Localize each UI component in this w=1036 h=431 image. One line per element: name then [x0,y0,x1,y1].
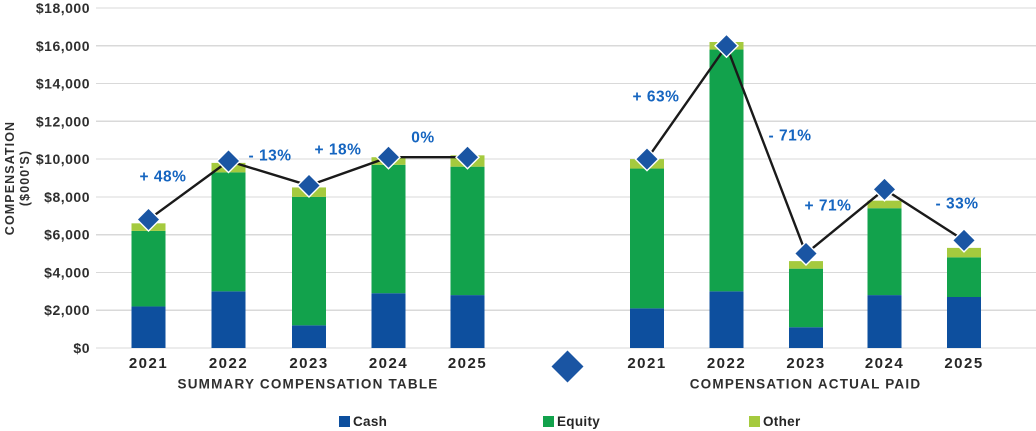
bar-segment-cash [371,293,406,348]
legend-label: Cash [353,414,388,429]
group-title: COMPENSATION ACTUAL PAID [690,377,922,392]
bar-segment-equity [709,49,744,292]
y-tick-label: $4,000 [44,264,90,280]
y-tick-label: $6,000 [44,227,90,243]
pct-change-label: + 71% [805,198,852,215]
year-label: 2022 [707,355,746,372]
pct-change-label: + 18% [315,142,362,159]
year-label: 2021 [129,355,168,372]
legend-label: Other [763,414,801,429]
bar-segment-cash [867,295,902,348]
trend-diamond-marker [136,207,161,233]
trend-diamond-marker [634,146,660,172]
pct-change-label: - 13% [249,148,292,165]
legend-swatch-icon [339,416,350,427]
y-tick-label: $0 [73,340,90,356]
bar-segment-cash [630,308,664,348]
legend-label: Equity [557,414,601,429]
legend-item-other: Other [749,414,801,429]
y-tick-label: $18,000 [36,0,90,16]
bar-segment-cash [450,295,485,348]
year-label: 2023 [289,355,328,372]
trend-diamond-marker [296,173,322,199]
year-label: 2021 [627,355,666,372]
bar-segment-cash [131,306,166,348]
year-label: 2023 [786,355,825,372]
year-label: 2024 [865,355,904,372]
group-title: SUMMARY COMPENSATION TABLE [178,377,439,392]
bar-segment-equity [947,257,981,297]
trend-diamond-marker [455,144,480,170]
y-tick-label: $10,000 [36,151,90,167]
y-tick-label: $8,000 [44,189,90,205]
trend-diamond-marker [793,241,819,267]
year-label: 2024 [369,355,408,372]
legend-item-cash: Cash [339,414,388,429]
pct-change-label: - 71% [769,128,812,145]
year-label: 2022 [209,355,248,372]
legend-swatch-icon [749,416,760,427]
y-tick-label: $16,000 [36,38,90,54]
bar-segment-cash [947,297,981,348]
bar-segment-equity [450,166,485,296]
trend-line [646,44,965,255]
separator-diamond-icon [551,350,584,383]
bar-segment-cash [292,325,326,348]
bar-segment-cash [789,327,823,348]
trend-diamond-marker [216,148,241,174]
bar-segment-equity [371,164,406,294]
trend-diamond-marker [872,176,897,202]
y-tick-label: $2,000 [44,302,90,318]
bar-segment-equity [131,230,166,307]
pct-change-label: + 48% [140,169,187,186]
bar-segment-cash [211,291,246,348]
bar-segment-equity [292,196,326,326]
bar-segment-other [867,200,902,209]
bar-segment-equity [867,208,902,296]
pct-change-label: 0% [411,130,434,147]
y-tick-label: $14,000 [36,76,90,92]
year-label: 2025 [448,355,487,372]
trend-diamond-marker [714,33,739,59]
trend-diamond-marker [951,227,977,253]
bar-segment-equity [211,172,246,292]
pct-change-label: - 33% [936,196,979,213]
bar-segment-cash [709,291,744,348]
year-label: 2025 [944,355,983,372]
trend-diamond-marker [376,144,401,170]
pct-change-label: + 63% [633,89,680,106]
y-tick-label: $12,000 [36,113,90,129]
bar-segment-equity [789,268,823,328]
legend-item-equity: Equity [543,414,601,429]
bar-segment-equity [630,168,664,309]
legend-swatch-icon [543,416,554,427]
